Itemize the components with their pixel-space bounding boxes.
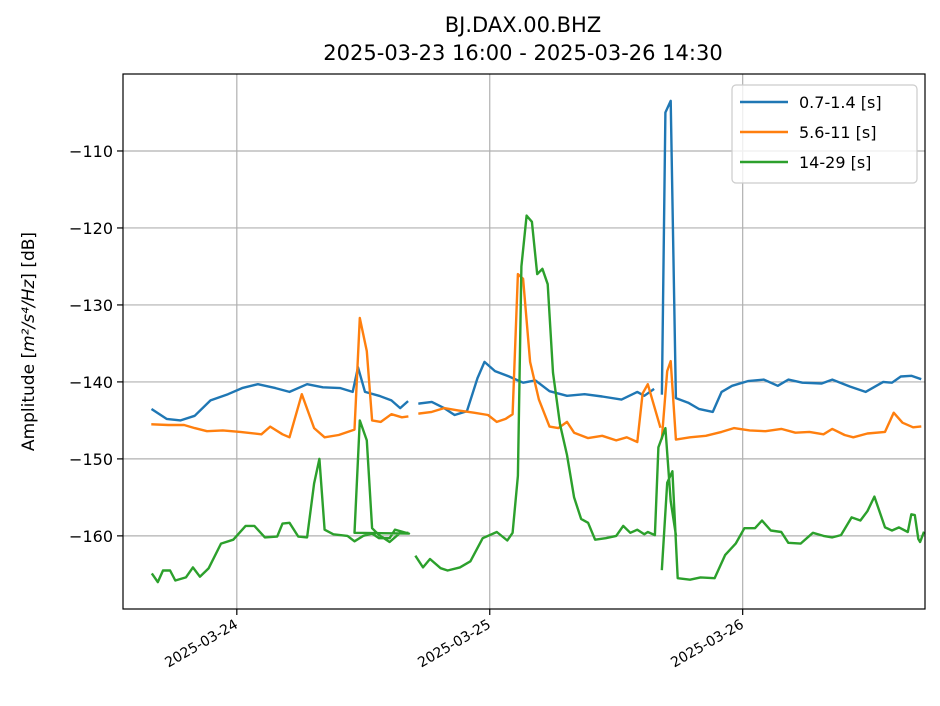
legend-box <box>731 84 918 184</box>
chart-title: BJ.DAX.00.BHZ <box>445 13 602 37</box>
series-lines <box>150 99 926 584</box>
y-tick-label: −150 <box>69 450 113 469</box>
y-axis-label-prefix: Amplitude [ <box>19 352 39 451</box>
legend-label: 5.6-11 [s] <box>799 123 876 142</box>
y-axis-label: Amplitude [m²/s⁴/Hz] [dB] <box>19 232 39 451</box>
y-tick-label: −110 <box>69 142 113 161</box>
y-tick-label: −130 <box>69 296 113 315</box>
legend-label: 0.7-1.4 [s] <box>799 93 882 112</box>
chart-subtitle: 2025-03-23 16:00 - 2025-03-26 14:30 <box>323 41 722 65</box>
series-line-2 <box>151 272 922 444</box>
y-axis-label-units: m²/s⁴/Hz <box>19 279 39 352</box>
plot-frame <box>122 73 926 610</box>
y-tick-label: −160 <box>69 527 113 546</box>
y-tick-label: −120 <box>69 219 113 238</box>
series-line-1 <box>150 99 922 422</box>
series-line-3 <box>150 214 926 584</box>
y-tick-label: −140 <box>69 373 113 392</box>
legend: 0.7-1.4 [s] 5.6-11 [s] 14-29 [s] <box>731 84 918 184</box>
legend-label: 14-29 [s] <box>799 153 871 172</box>
y-axis-label-suffix: ] [dB] <box>19 232 39 280</box>
